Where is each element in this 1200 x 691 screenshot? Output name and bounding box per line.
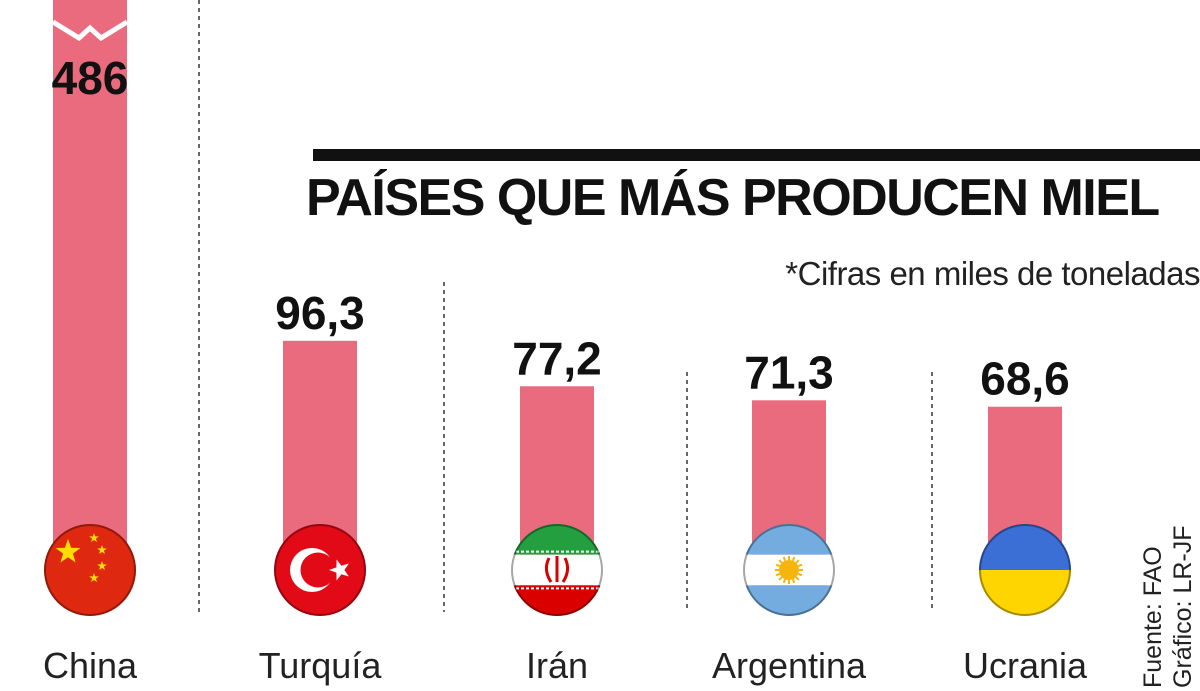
flag-rim bbox=[511, 524, 603, 616]
flag-rim bbox=[979, 524, 1071, 616]
flag-rim bbox=[44, 524, 136, 616]
bar-group-china: 486 China bbox=[43, 0, 138, 686]
bar-group-ucrania: 68,6 Ucrania bbox=[963, 353, 1088, 686]
bar-group-turquía: 96,3 Turquía bbox=[259, 287, 383, 686]
category-label: Turquía bbox=[259, 645, 383, 686]
category-label: Ucrania bbox=[963, 645, 1088, 686]
bar bbox=[53, 0, 127, 590]
category-label: China bbox=[43, 645, 138, 686]
title-rule bbox=[313, 149, 1200, 161]
value-label: 71,3 bbox=[744, 346, 834, 398]
source-note: Fuente: FAO Gráfico: LR-JF bbox=[1138, 525, 1198, 688]
value-label: 96,3 bbox=[275, 287, 365, 339]
bar-group-irán: 77,2 Irán bbox=[511, 332, 603, 686]
source-label: Fuente: FAO bbox=[1139, 546, 1167, 688]
bar-group-argentina: 71,3 Argentina bbox=[712, 346, 867, 686]
category-label: Irán bbox=[526, 645, 588, 686]
china-flag-icon bbox=[44, 524, 136, 616]
value-label: 77,2 bbox=[512, 332, 602, 384]
chart-title: PAÍSES QUE MÁS PRODUCEN MIEL bbox=[306, 169, 1160, 227]
turkey-flag-icon bbox=[274, 524, 366, 616]
flag-rim bbox=[274, 524, 366, 616]
axis-break-mark bbox=[51, 19, 129, 42]
flag-rim bbox=[743, 524, 835, 616]
value-label: 68,6 bbox=[980, 353, 1070, 405]
credit-label: Gráfico: LR-JF bbox=[1169, 525, 1197, 688]
category-label: Argentina bbox=[712, 645, 867, 686]
chart-subtitle: *Cifras en miles de toneladas bbox=[785, 255, 1200, 292]
value-label: 486 bbox=[52, 52, 129, 104]
